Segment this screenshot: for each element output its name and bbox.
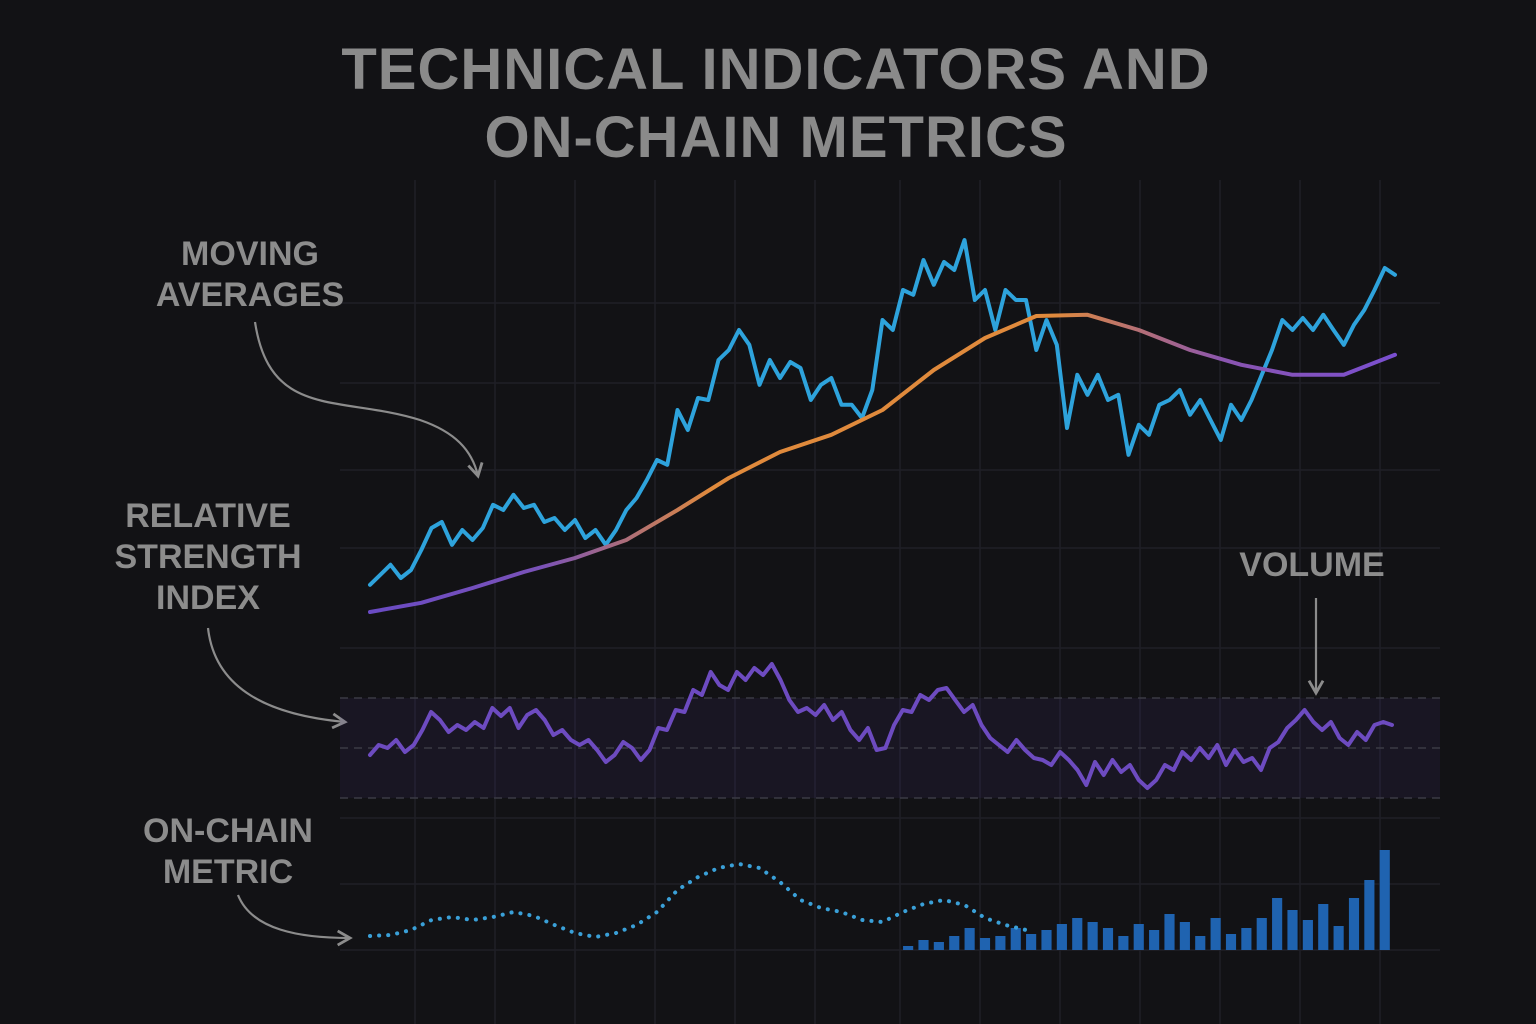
volume-bar bbox=[1026, 934, 1037, 950]
annotation-label: ON-CHAIN METRIC bbox=[143, 812, 313, 891]
volume-bar bbox=[1318, 904, 1329, 950]
chart-title: TECHNICAL INDICATORS AND ON-CHAIN METRIC… bbox=[341, 37, 1211, 170]
volume-bar bbox=[1010, 928, 1021, 950]
volume-bar bbox=[1149, 930, 1160, 950]
data-line bbox=[368, 312, 1397, 614]
volume-bar bbox=[979, 938, 991, 950]
volume-bar bbox=[1087, 922, 1098, 950]
volume-bar bbox=[1179, 922, 1190, 950]
data-line bbox=[368, 862, 1028, 939]
volume-bar bbox=[1333, 926, 1344, 950]
volume-bar bbox=[1195, 936, 1206, 950]
volume-bar bbox=[1225, 934, 1237, 950]
volume-bar bbox=[1241, 928, 1252, 950]
volume-bar bbox=[1272, 898, 1283, 950]
volume-bar bbox=[1256, 918, 1267, 950]
volume-bar bbox=[1164, 914, 1175, 950]
volume-bar bbox=[995, 936, 1006, 950]
volume-bar bbox=[1210, 918, 1221, 950]
annotation-label: RELATIVE STRENGTH INDEX bbox=[114, 497, 302, 617]
volume-bar bbox=[964, 928, 975, 950]
volume-bar bbox=[949, 936, 960, 950]
volume-bar bbox=[1287, 910, 1298, 950]
volume-bar bbox=[1072, 918, 1083, 950]
volume-bar bbox=[1041, 930, 1052, 950]
data-line bbox=[368, 238, 1397, 587]
data-line bbox=[368, 662, 1394, 790]
volume-bar bbox=[1056, 924, 1067, 950]
annotation-arrows bbox=[206, 321, 1325, 947]
annotation-label: VOLUME bbox=[1239, 546, 1385, 584]
volume-bar bbox=[1102, 928, 1114, 950]
volume-bar bbox=[1302, 920, 1313, 950]
plot-area bbox=[340, 238, 1440, 950]
volume-bar bbox=[1364, 880, 1375, 950]
volume-bar bbox=[1379, 850, 1390, 950]
volume-bar bbox=[1133, 924, 1144, 950]
background-grid bbox=[340, 180, 1440, 1024]
volume-bar bbox=[933, 942, 944, 950]
volume-bar bbox=[1118, 936, 1129, 950]
annotation-label: MOVING AVERAGES bbox=[155, 235, 345, 314]
volume-bar bbox=[918, 940, 929, 950]
volume-bar bbox=[903, 946, 914, 950]
volume-bar bbox=[1348, 898, 1360, 950]
